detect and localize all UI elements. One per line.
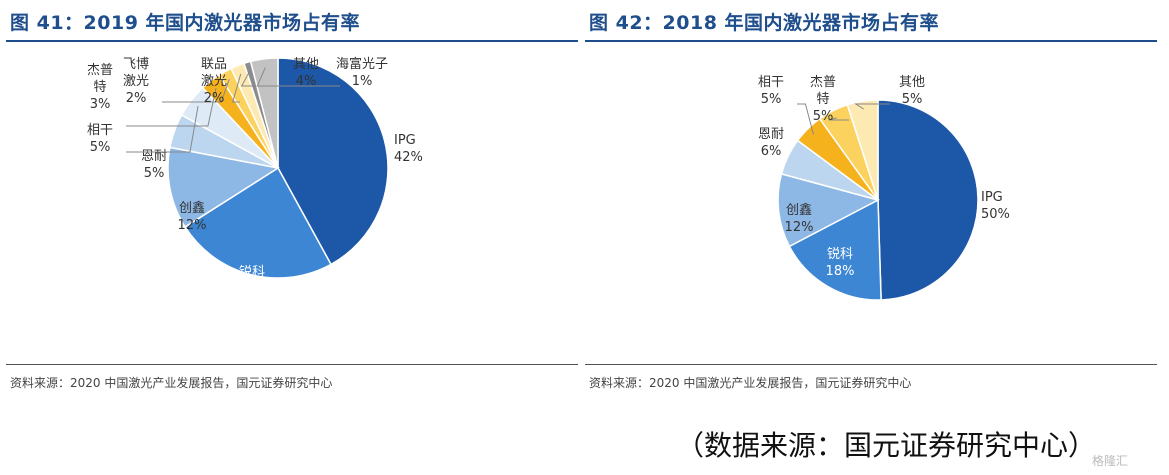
slice-label-锐科: 锐科 (239, 265, 265, 280)
slice-value-锐科: 24% (238, 282, 267, 297)
slice-label-联品激光: 激光 (201, 74, 227, 89)
leader-line-相干 (126, 105, 199, 153)
pie-slice-锐科 (184, 166, 333, 279)
chart-panel-2019: 图 41：2019 年国内激光器市场占有率 IPG 42% 锐科 24% 创鑫 12% 恩耐… (6, 0, 578, 400)
slice-value-创鑫: 12% (785, 220, 814, 235)
slice-value-创鑫: 12% (178, 218, 207, 233)
slice-value-相干: 5% (90, 140, 111, 155)
chart-source-2019: 资料来源：2020 中国激光产业发展报告，国元证券研究中心 (10, 376, 333, 390)
leader-line-杰普特 (828, 117, 849, 121)
slice-label-创鑫: 创鑫 (786, 202, 812, 218)
slice-value-飞博激光: 2% (126, 91, 147, 106)
leader-line-杰普特 (126, 87, 217, 127)
slice-label-恩耐: 恩耐 (141, 149, 167, 164)
pie-slice-锐科 (788, 198, 882, 301)
leader-line-飞博激光 (162, 79, 230, 103)
slice-label-相干: 相干 (87, 123, 113, 138)
slice-value-杰普特: 5% (813, 109, 834, 124)
leader-line-海富光子 (240, 70, 340, 87)
slice-label-锐科: 锐科 (827, 247, 853, 262)
watermark: 格隆汇 (1092, 454, 1129, 468)
slice-value-恩耐: 5% (144, 166, 165, 181)
chart-title-2018: 图 42：2018 年国内激光器市场占有率 (589, 12, 940, 34)
slice-value-恩耐: 6% (761, 144, 782, 159)
slice-label-海富光子: 海富光子 (336, 56, 388, 72)
source-divider (585, 364, 1157, 365)
leader-line-联品激光 (232, 73, 242, 103)
slice-label-杰普特: 杰普 (87, 63, 113, 78)
slice-value-联品激光: 2% (204, 91, 225, 106)
slice-label-杰普特: 杰普 (810, 75, 836, 90)
slice-value-其他: 4% (296, 74, 317, 89)
leader-line-相干 (797, 103, 814, 135)
source-divider (6, 364, 578, 365)
slice-label-创鑫: 创鑫 (179, 200, 205, 216)
pie-slice-IPG (877, 99, 979, 301)
title-divider (6, 40, 578, 42)
slice-label-IPG: IPG (394, 133, 416, 148)
slice-label-恩耐: 恩耐 (758, 127, 784, 142)
slice-value-相干: 5% (761, 92, 782, 107)
pie-slice-创鑫 (777, 172, 881, 248)
title-divider (585, 40, 1157, 42)
slice-value-锐科: 18% (826, 264, 855, 279)
slice-label-杰普特: 特 (93, 80, 106, 95)
chart-source-2018: 资料来源：2020 中国激光产业发展报告，国元证券研究中心 (589, 376, 912, 390)
slice-label-其他: 其他 (293, 57, 319, 72)
slice-value-杰普特: 3% (90, 97, 111, 112)
leader-line-其他 (854, 103, 890, 110)
chart-title-2019: 图 41：2019 年国内激光器市场占有率 (10, 12, 361, 34)
slice-label-其他: 其他 (899, 75, 925, 90)
leader-line-其他 (256, 67, 284, 87)
slice-label-飞博激光: 激光 (123, 74, 149, 89)
slice-label-相干: 相干 (758, 75, 784, 90)
slice-value-IPG: 42% (394, 150, 423, 165)
pie-slice-创鑫 (167, 146, 281, 228)
slice-value-IPG: 50% (981, 207, 1010, 222)
slice-label-IPG: IPG (981, 190, 1003, 205)
data-source-caption: （数据来源：国元证券研究中心） (676, 429, 1097, 462)
slice-value-海富光子: 1% (352, 74, 373, 89)
slice-value-其他: 5% (902, 92, 923, 107)
chart-panel-2018: 图 42：2018 年国内激光器市场占有率 IPG 50% 锐科 18% 创鑫 12% 恩耐… (585, 0, 1157, 400)
slice-label-飞博激光: 飞博 (123, 57, 149, 72)
slice-label-杰普特: 特 (816, 92, 829, 107)
pie-slice-其他 (846, 99, 879, 201)
pie-slice-IPG (277, 57, 389, 266)
pie-chart-2018: IPG 50% 锐科 18% 创鑫 12% 恩耐 6% 相干 5% 杰普特 5% 其他 5% (758, 75, 1010, 301)
slice-label-联品激光: 联品 (201, 57, 227, 72)
